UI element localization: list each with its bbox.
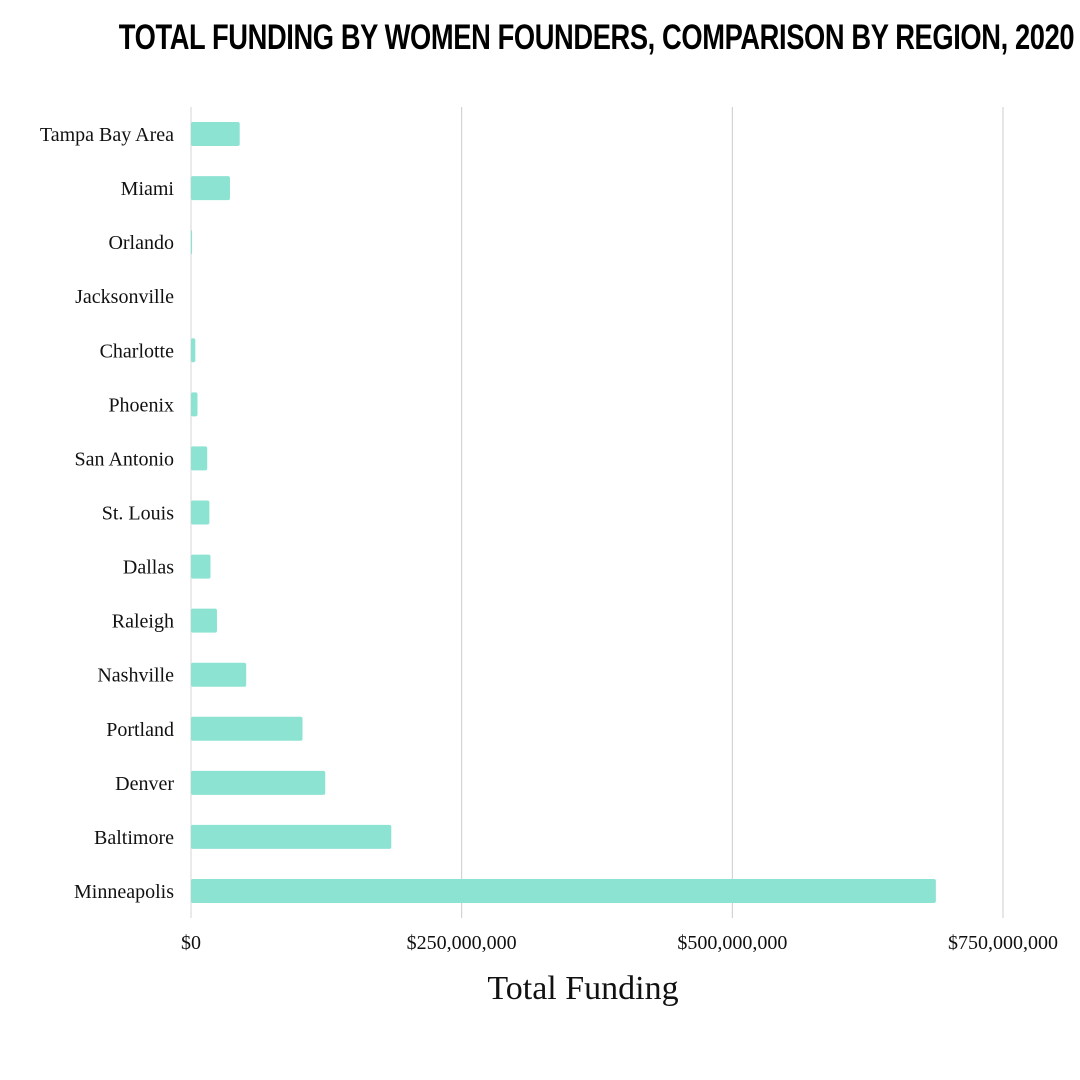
bar [191,554,211,579]
bar [191,338,196,363]
chart-title: TOTAL FUNDING BY WOMEN FOUNDERS, COMPARI… [118,18,1075,57]
category-label: St. Louis [102,503,174,525]
x-tick-label: $250,000,000 [407,932,517,954]
x-axis-title: Total Funding [487,970,678,1007]
bar [191,770,326,795]
bar [191,662,247,687]
x-tick-label: $750,000,000 [948,932,1058,954]
bar [191,500,210,525]
category-label: Orlando [108,232,174,254]
bar [191,392,198,417]
category-label: Portland [106,719,174,741]
x-tick-label: $500,000,000 [677,932,787,954]
bar [191,608,217,633]
x-tick-labels: $0 $250,000,000 $500,000,000 $750,000,000 [181,932,1058,954]
bar [191,878,936,903]
category-label: Nashville [97,665,174,687]
category-labels: Tampa Bay Area Miami Orlando Jacksonville Ch… [40,124,175,903]
category-label: Minneapolis [74,881,174,903]
category-label: Miami [121,178,175,200]
category-label: Phoenix [108,394,174,416]
grid-lines [190,107,1004,918]
bar [191,176,230,201]
bar [191,446,208,471]
bars [191,122,936,903]
bar [191,824,392,849]
category-label: Baltimore [94,827,174,849]
bar [191,716,303,741]
category-label: Tampa Bay Area [40,124,174,146]
bar [191,230,193,255]
bar [191,122,240,147]
category-label: San Antonio [75,448,174,470]
category-label: Dallas [123,557,174,579]
category-label: Denver [115,773,174,795]
category-label: Raleigh [112,611,174,633]
category-label: Jacksonville [75,286,174,308]
x-tick-label: $0 [181,932,201,954]
category-label: Charlotte [100,340,175,362]
